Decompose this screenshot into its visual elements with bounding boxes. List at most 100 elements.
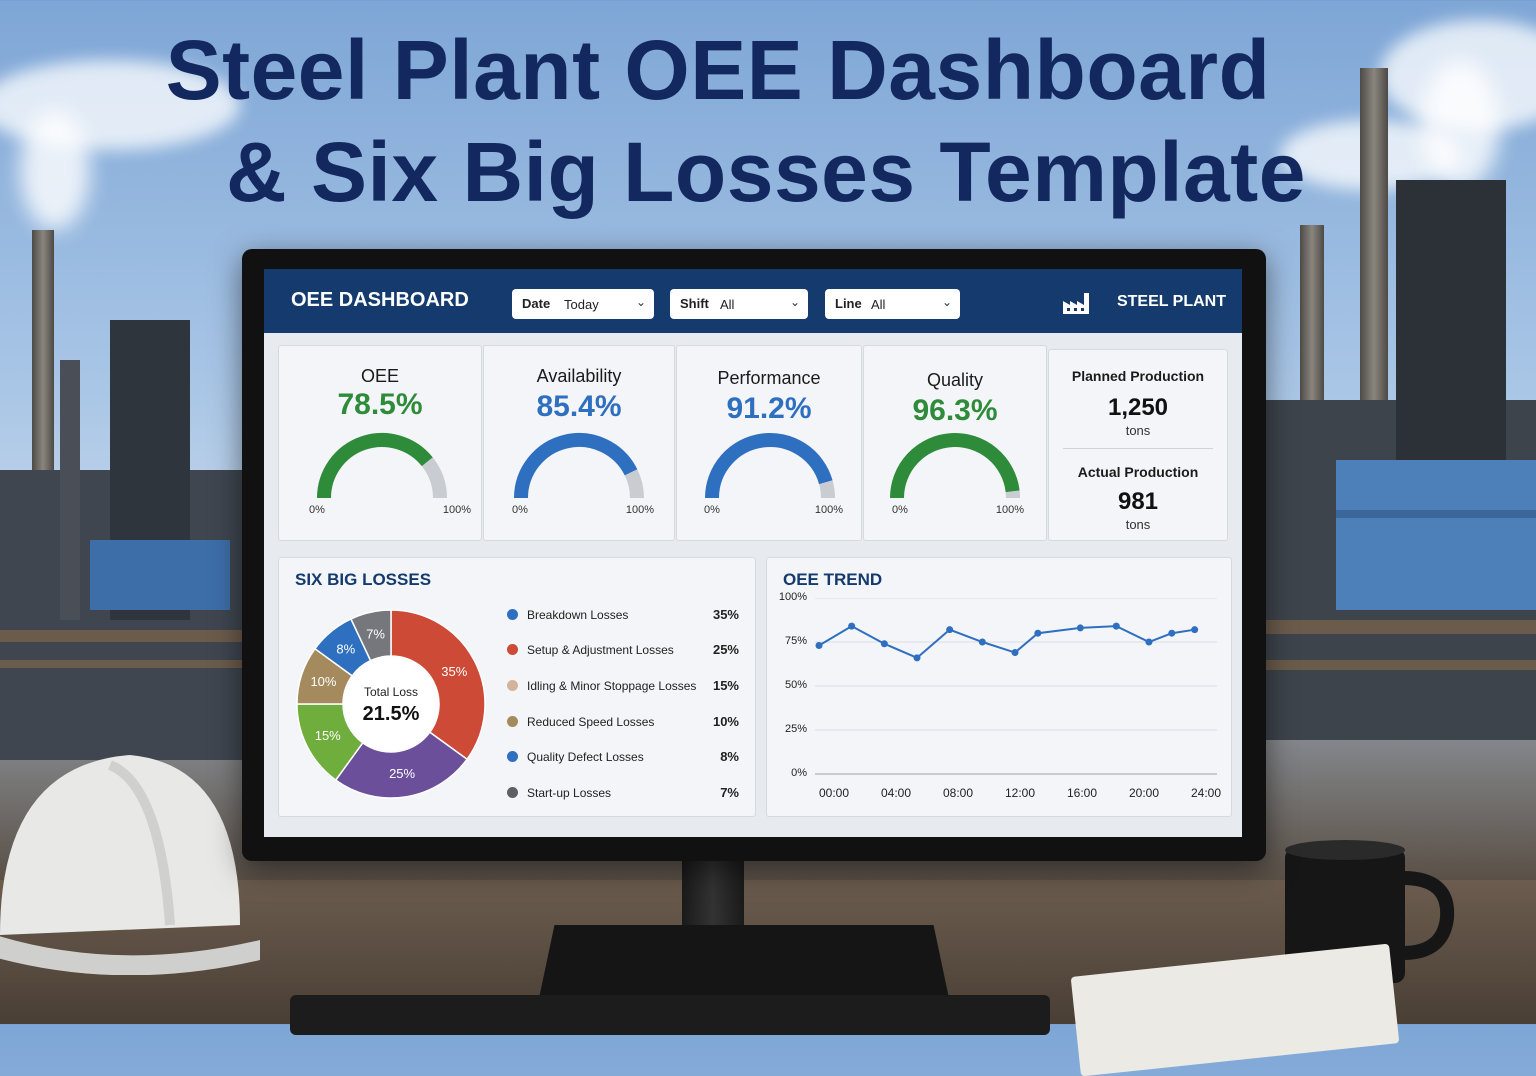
gauge-fill bbox=[897, 440, 1013, 498]
gauge-track bbox=[826, 482, 828, 498]
kpi-title: Availability bbox=[484, 366, 674, 387]
y-tick-label: 100% bbox=[771, 591, 807, 603]
date-filter[interactable]: Date Today ⌄ bbox=[512, 289, 654, 319]
line-filter[interactable]: Line All ⌄ bbox=[825, 289, 960, 319]
kpi-value: 78.5% bbox=[279, 388, 481, 422]
loss-legend-item: Idling & Minor Stoppage Losses 15% bbox=[507, 677, 739, 697]
loss-name: Start-up Losses bbox=[527, 786, 611, 800]
x-tick-label: 12:00 bbox=[1005, 786, 1035, 800]
data-point bbox=[1012, 649, 1019, 656]
kpi-card-oee: OEE 78.5% 0% 100% bbox=[278, 345, 482, 541]
gauge-min-label: 0% bbox=[309, 504, 325, 516]
x-tick-label: 16:00 bbox=[1067, 786, 1097, 800]
six-big-losses-card: SIX BIG LOSSES 35% 25% 15% 10% 8% 7% Total Lo… bbox=[278, 557, 756, 817]
y-tick-label: 25% bbox=[771, 723, 807, 735]
x-tick-label: 20:00 bbox=[1129, 786, 1159, 800]
gauge-min-label: 0% bbox=[892, 504, 908, 516]
actual-production-label: Actual Production bbox=[1049, 464, 1227, 480]
legend-dot-icon bbox=[507, 680, 518, 691]
loss-name: Setup & Adjustment Losses bbox=[527, 643, 674, 657]
chevron-down-icon: ⌄ bbox=[942, 295, 952, 309]
kpi-card-performance: Performance 91.2% 0% 100% bbox=[676, 345, 862, 541]
legend-dot-icon bbox=[507, 787, 518, 798]
oee-trend-line-chart bbox=[815, 598, 1217, 778]
loss-percent: 8% bbox=[720, 749, 739, 764]
data-point bbox=[1113, 623, 1120, 630]
loss-name: Quality Defect Losses bbox=[527, 750, 644, 764]
donut-slice-label: 35% bbox=[441, 664, 467, 679]
dashboard-header: OEE DASHBOARD Date Today ⌄ Shift All ⌄ L… bbox=[264, 269, 1242, 333]
date-filter-value: Today bbox=[564, 297, 599, 312]
kpi-value: 91.2% bbox=[677, 392, 861, 426]
y-tick-label: 0% bbox=[771, 767, 807, 779]
blast-furnace-left bbox=[0, 300, 260, 760]
kpi-title: Performance bbox=[677, 368, 861, 389]
data-point bbox=[946, 626, 953, 633]
availability-gauge bbox=[506, 426, 652, 508]
planned-production-unit: tons bbox=[1049, 423, 1227, 438]
gauge-max-label: 100% bbox=[996, 504, 1024, 516]
poster-title-line2: & Six Big Losses Template bbox=[0, 124, 1534, 220]
planned-production-label: Planned Production bbox=[1049, 368, 1227, 384]
gauge-max-label: 100% bbox=[626, 504, 654, 516]
data-point bbox=[1145, 639, 1152, 646]
factory-icon bbox=[1062, 291, 1092, 315]
production-card: Planned Production 1,250 tons Actual Pro… bbox=[1048, 349, 1228, 541]
actual-production-value: 981 bbox=[1049, 488, 1227, 516]
loss-name: Reduced Speed Losses bbox=[527, 715, 654, 729]
loss-name: Idling & Minor Stoppage Losses bbox=[527, 679, 696, 693]
data-point bbox=[1034, 630, 1041, 637]
monitor: OEE DASHBOARD Date Today ⌄ Shift All ⌄ L… bbox=[242, 249, 1266, 861]
gauge-min-label: 0% bbox=[704, 504, 720, 516]
x-tick-label: 00:00 bbox=[819, 786, 849, 800]
shift-filter[interactable]: Shift All ⌄ bbox=[670, 289, 808, 319]
gauge-fill bbox=[712, 440, 826, 498]
donut-slice-label: 7% bbox=[366, 627, 385, 642]
donut-slice-label: 10% bbox=[310, 674, 336, 689]
loss-legend-item: Start-up Losses 7% bbox=[507, 784, 739, 804]
loss-name: Breakdown Losses bbox=[527, 608, 628, 622]
kpi-card-availability: Availability 85.4% 0% 100% bbox=[483, 345, 675, 541]
dashboard-title: OEE DASHBOARD bbox=[291, 289, 469, 312]
date-filter-label: Date bbox=[522, 296, 550, 311]
gauge-max-label: 100% bbox=[815, 504, 843, 516]
loss-legend-item: Setup & Adjustment Losses 25% bbox=[507, 641, 739, 661]
loss-percent: 15% bbox=[713, 678, 739, 693]
planned-production-value: 1,250 bbox=[1049, 394, 1227, 422]
kpi-title: Quality bbox=[864, 370, 1046, 391]
loss-legend-item: Quality Defect Losses 8% bbox=[507, 748, 739, 768]
kpi-value: 85.4% bbox=[484, 390, 674, 424]
gauge-min-label: 0% bbox=[512, 504, 528, 516]
donut-center-value: 21.5% bbox=[341, 703, 441, 726]
x-tick-label: 04:00 bbox=[881, 786, 911, 800]
donut-slice-label: 8% bbox=[336, 641, 355, 656]
donut-center-label: Total Loss bbox=[345, 685, 437, 699]
six-big-losses-title: SIX BIG LOSSES bbox=[295, 570, 431, 590]
data-point bbox=[816, 642, 823, 649]
kpi-value: 96.3% bbox=[864, 394, 1046, 428]
y-tick-label: 75% bbox=[771, 635, 807, 647]
hard-hat-icon bbox=[0, 725, 260, 975]
x-tick-label: 08:00 bbox=[943, 786, 973, 800]
chevron-down-icon: ⌄ bbox=[636, 295, 646, 309]
oee-gauge bbox=[309, 426, 455, 508]
actual-production-unit: tons bbox=[1049, 517, 1227, 532]
gauge-track bbox=[427, 462, 440, 498]
line-filter-value: All bbox=[871, 297, 885, 312]
divider bbox=[1063, 448, 1213, 449]
dashboard-screen: OEE DASHBOARD Date Today ⌄ Shift All ⌄ L… bbox=[264, 269, 1242, 837]
data-point bbox=[848, 623, 855, 630]
loss-percent: 7% bbox=[720, 785, 739, 800]
loss-percent: 35% bbox=[713, 607, 739, 622]
data-point bbox=[914, 654, 921, 661]
loss-legend-item: Breakdown Losses 35% bbox=[507, 606, 739, 626]
performance-gauge bbox=[697, 426, 843, 508]
legend-dot-icon bbox=[507, 751, 518, 762]
shift-filter-value: All bbox=[720, 297, 734, 312]
legend-dot-icon bbox=[507, 609, 518, 620]
keyboard bbox=[290, 995, 1050, 1035]
loss-percent: 25% bbox=[713, 642, 739, 657]
data-point bbox=[881, 640, 888, 647]
oee-trend-title: OEE TREND bbox=[783, 570, 882, 590]
